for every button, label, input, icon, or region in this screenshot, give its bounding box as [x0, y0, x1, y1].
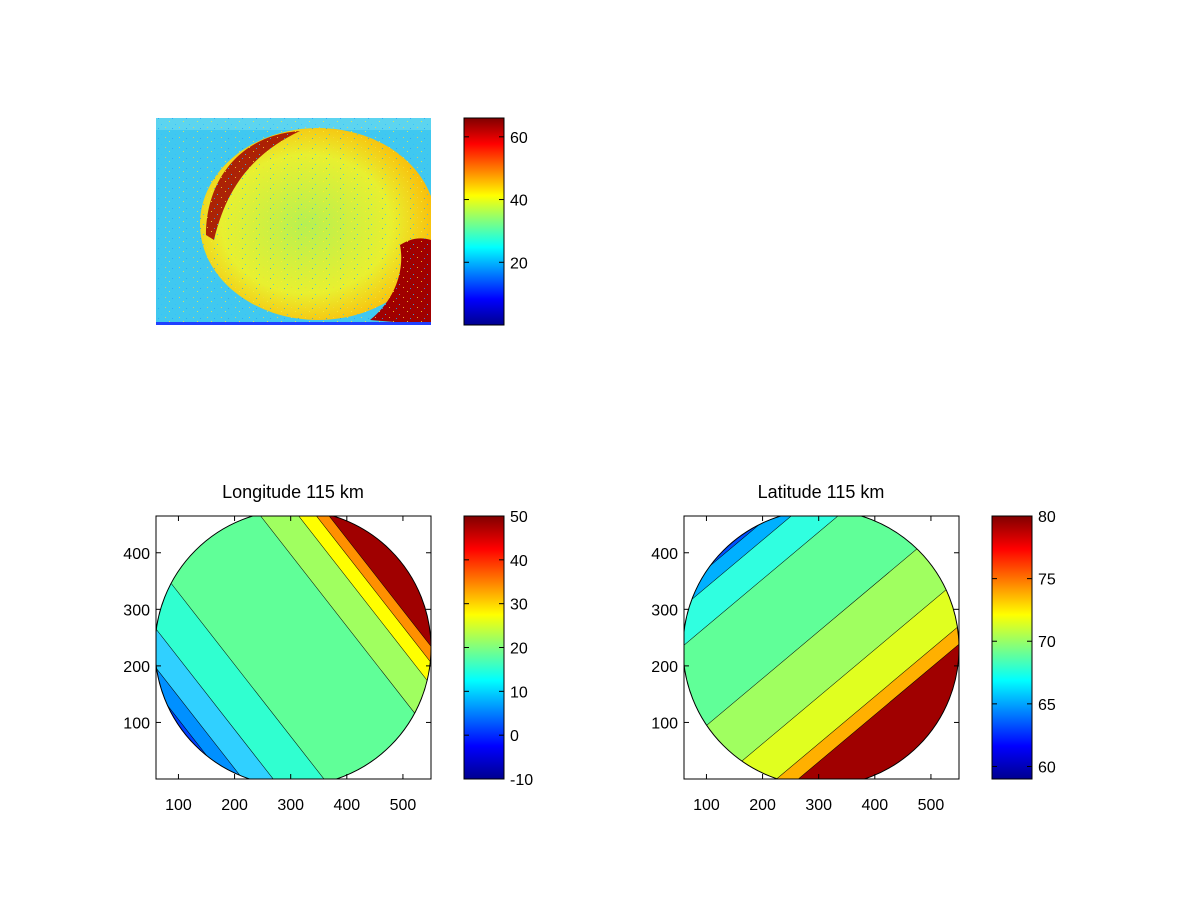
latitude-xtick-label: 200: [749, 797, 776, 814]
image-bottom-line: [156, 322, 431, 325]
longitude-contour-line: [156, 566, 328, 779]
longitude-colorbar-ticks: -10 0 10 20 30 40 50: [464, 509, 533, 789]
longitude-contour-line: [156, 589, 298, 779]
latitude-colorbar-tick-label: 65: [1038, 697, 1056, 714]
latitude-band: [684, 516, 949, 753]
latitude-colorbar: 60 65 70 75 80: [991, 509, 1056, 780]
latitude-band: [684, 516, 901, 695]
longitude-axes: 100 200 300 400 500 100 200 300 400: [123, 516, 431, 814]
longitude-colorbar-tick-label: -10: [510, 772, 533, 789]
longitude-band: [270, 516, 431, 721]
longitude-band: [227, 516, 431, 754]
longitude-band: [156, 541, 360, 779]
longitude-colorbar-tick-label: 0: [510, 728, 519, 745]
image-colorbar-ticks: 20 40 60: [464, 130, 528, 272]
image-panel: [156, 118, 431, 325]
longitude-xtick-label: 200: [221, 797, 248, 814]
latitude-ytick-label: 300: [651, 602, 678, 619]
longitude-colorbar: -10 0 10 20 30 40 50: [463, 509, 533, 789]
latitude-xtick-label: 300: [805, 797, 832, 814]
latitude-colorbar-tick-label: 60: [1038, 759, 1056, 776]
latitude-band: [739, 599, 959, 779]
longitude-ytick-label: 100: [123, 715, 150, 732]
longitude-band: [156, 580, 309, 779]
latitude-colorbar-ticks: 60 65 70 75 80: [992, 509, 1056, 776]
latitude-ytick-label: 400: [651, 546, 678, 563]
longitude-contour-line: [156, 581, 309, 779]
longitude-colorbar-tick-label: 20: [510, 641, 528, 658]
latitude-xtick-label: 400: [861, 797, 888, 814]
image-colorbar: 20 40 60: [463, 117, 528, 326]
image-colorbar-tick-label: 60: [510, 130, 528, 147]
latitude-band: [684, 516, 881, 672]
longitude-colorbar-tick-label: 30: [510, 597, 528, 614]
longitude-xtick-label: 500: [390, 797, 417, 814]
latitude-xtick-label: 100: [693, 797, 720, 814]
longitude-plot: 100 200 300 400 500 100 200 300 400: [123, 515, 432, 814]
longitude-colorbar-tick-label: 50: [510, 509, 528, 526]
longitude-ytick-label: 300: [123, 602, 150, 619]
longitude-ytick-label: 200: [123, 659, 150, 676]
latitude-ytick-label: 100: [651, 715, 678, 732]
longitude-band: [156, 566, 328, 779]
latitude-xtick-label: 500: [918, 797, 945, 814]
latitude-colorbar-tick-label: 80: [1038, 509, 1056, 526]
latitude-ytick-label: 200: [651, 659, 678, 676]
longitude-colorbar-tick-label: 40: [510, 553, 528, 570]
longitude-ytick-label: 400: [123, 546, 150, 563]
longitude-title: Longitude 115 km: [222, 482, 364, 502]
longitude-band: [251, 516, 431, 736]
latitude-colorbar-tick-label: 75: [1038, 572, 1056, 589]
latitude-plot: 100 200 300 400 500 100 200 300 400: [651, 515, 960, 814]
image-colorbar-tick-label: 40: [510, 193, 528, 210]
longitude-xtick-label: 300: [277, 797, 304, 814]
image-colorbar-tick-label: 20: [510, 255, 528, 272]
longitude-band: [262, 516, 431, 727]
latitude-axes: 100 200 300 400 500 100 200 300 400: [651, 516, 959, 814]
latitude-band: [730, 588, 959, 779]
latitude-colorbar-tick-label: 70: [1038, 634, 1056, 651]
latitude-band: [684, 522, 959, 779]
latitude-title: Latitude 115 km: [758, 482, 885, 502]
latitude-band: [707, 561, 959, 779]
longitude-xtick-label: 400: [333, 797, 360, 814]
longitude-xtick-label: 100: [165, 797, 192, 814]
image-noise: [156, 118, 431, 325]
longitude-band: [156, 516, 431, 779]
longitude-colorbar-tick-label: 10: [510, 684, 528, 701]
